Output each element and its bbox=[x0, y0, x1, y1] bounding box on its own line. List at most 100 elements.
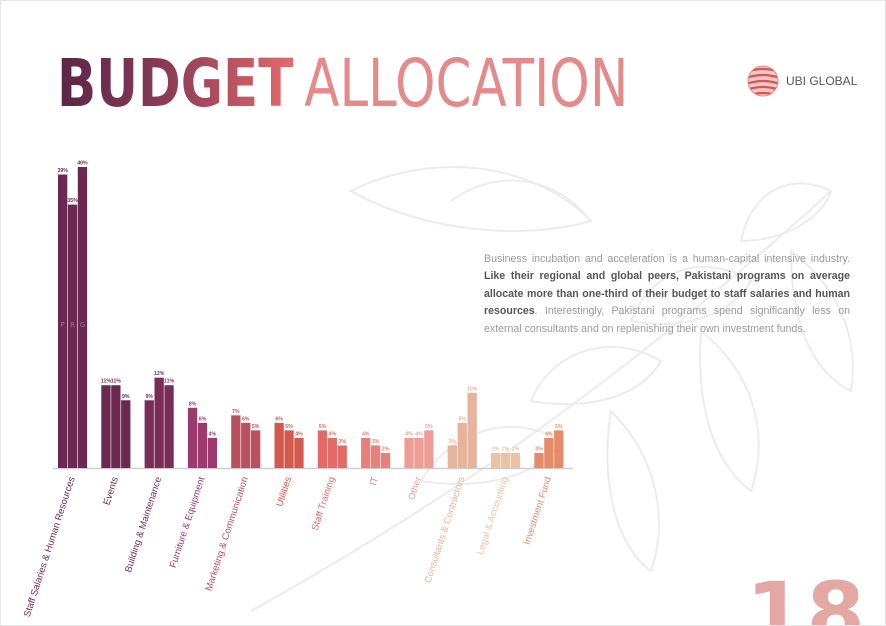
bar-7-global bbox=[337, 445, 347, 468]
description-part-3: . Interestingly, Pakistani programs spen… bbox=[484, 305, 850, 335]
bar-value-label: 2% bbox=[502, 446, 510, 452]
bar-value-label: 5% bbox=[252, 424, 260, 430]
bar-9-global bbox=[424, 430, 434, 468]
bar-watermark-label: R bbox=[113, 321, 118, 329]
title-light: ALLOCATION bbox=[304, 45, 629, 122]
bar-value-label: 11% bbox=[101, 379, 111, 385]
bar-watermark-label: R bbox=[330, 321, 335, 329]
bar-5-pakistan bbox=[231, 415, 241, 468]
bar-11-regional bbox=[500, 452, 511, 468]
globe-logo-icon bbox=[747, 65, 779, 97]
bar-watermark-label: G bbox=[123, 321, 128, 329]
bar-watermark-label: P bbox=[277, 321, 281, 329]
bar-value-label: 39% bbox=[57, 168, 68, 174]
title-bold: BUDGET bbox=[57, 45, 294, 122]
description-bold: Like their regional and global peers, Pa… bbox=[484, 270, 850, 318]
bar-value-label: 6% bbox=[275, 416, 283, 422]
bar-9-pakistan bbox=[404, 437, 414, 468]
bar-8-pakistan bbox=[361, 437, 371, 468]
bar-value-label: 6% bbox=[199, 416, 207, 422]
bar-watermark-label: P bbox=[104, 321, 108, 329]
bar-value-label: 4% bbox=[362, 431, 370, 437]
bar-value-label: 8% bbox=[189, 401, 197, 407]
bar-5-regional bbox=[241, 422, 251, 468]
bar-value-label: 5% bbox=[319, 424, 327, 430]
bar-3-pakistan bbox=[144, 400, 154, 468]
category-label: Furniture & Equipment bbox=[168, 475, 208, 569]
bar-value-label: 4% bbox=[329, 431, 337, 437]
bar-7-regional bbox=[327, 437, 337, 468]
logo: UBI GLOBAL bbox=[746, 64, 857, 98]
bar-value-label: 2% bbox=[492, 446, 500, 452]
bar-watermark-label: R bbox=[70, 321, 75, 329]
category-label: IT bbox=[368, 475, 381, 487]
bar-value-label: 9% bbox=[146, 394, 154, 400]
bar-7-pakistan bbox=[317, 430, 328, 468]
page-number: 18 bbox=[746, 564, 867, 626]
bar-2-pakistan bbox=[101, 385, 111, 468]
bar-watermark-label: R bbox=[417, 321, 422, 329]
bar-6-pakistan bbox=[274, 422, 284, 468]
bar-value-label: 3% bbox=[535, 446, 543, 452]
bar-8-regional bbox=[371, 445, 381, 468]
category-label: Consultants & Contractors bbox=[423, 475, 468, 584]
bar-value-label: 3% bbox=[449, 439, 457, 445]
category-label: Marketing & Communication bbox=[204, 476, 251, 593]
description-paragraph: Business incubation and acceleration is … bbox=[484, 251, 850, 338]
bar-value-label: 2% bbox=[512, 446, 520, 452]
bar-value-label: 4% bbox=[415, 431, 423, 437]
category-label: Staff Training bbox=[310, 476, 338, 532]
bar-10-pakistan bbox=[447, 445, 457, 468]
bar-3-regional bbox=[154, 377, 164, 468]
bar-watermark-label: G bbox=[296, 321, 301, 329]
bar-watermark-label: R bbox=[460, 321, 465, 329]
bar-watermark-label: R bbox=[243, 321, 248, 329]
bar-value-label: 9% bbox=[122, 394, 130, 400]
bar-value-label: 5% bbox=[285, 424, 293, 430]
bar-1-regional bbox=[67, 204, 78, 468]
bar-watermark-label: R bbox=[287, 321, 292, 329]
bar-watermark-label: P bbox=[147, 321, 151, 329]
description-part-1: Business incubation and acceleration is … bbox=[484, 253, 850, 265]
bar-12-global bbox=[554, 430, 564, 468]
bar-value-label: 10% bbox=[467, 386, 478, 392]
bar-1-pakistan bbox=[58, 174, 68, 468]
bar-11-pakistan bbox=[491, 452, 501, 468]
bar-watermark-label: P bbox=[364, 321, 368, 329]
category-label: Building & Maintenance bbox=[123, 476, 164, 574]
bar-2-global bbox=[121, 400, 131, 468]
bar-watermark-label: P bbox=[190, 321, 194, 329]
bar-4-regional bbox=[197, 422, 208, 468]
category-label: Other bbox=[406, 476, 424, 502]
bar-watermark-label: G bbox=[210, 321, 215, 329]
bar-watermark-label: P bbox=[407, 321, 411, 329]
bar-4-global bbox=[207, 437, 217, 468]
bar-8-global bbox=[380, 452, 391, 468]
bar-value-label: 3% bbox=[339, 439, 347, 445]
bar-6-global bbox=[294, 437, 304, 468]
bar-6-regional bbox=[284, 430, 294, 468]
bar-value-label: 6% bbox=[459, 416, 467, 422]
bar-value-label: 5% bbox=[425, 424, 433, 430]
bar-value-label: 11% bbox=[164, 379, 174, 385]
bar-value-label: 12% bbox=[154, 371, 165, 377]
bar-value-label: 7% bbox=[232, 409, 240, 415]
category-label: Investment Fund bbox=[522, 476, 554, 547]
bar-watermark-label: G bbox=[80, 321, 85, 329]
bar-10-global bbox=[467, 392, 477, 468]
bar-value-label: 4% bbox=[209, 431, 217, 437]
page-title: BUDGET ALLOCATION bbox=[57, 51, 628, 117]
bar-value-label: 2% bbox=[382, 446, 390, 452]
category-label: Events bbox=[102, 475, 122, 506]
bar-watermark-label: R bbox=[200, 321, 205, 329]
category-label: Staff Salaries & Human Resources bbox=[22, 475, 78, 618]
bar-3-global bbox=[164, 385, 174, 468]
bar-watermark-label: G bbox=[253, 321, 258, 329]
logo-name: UBI GLOBAL bbox=[786, 74, 858, 88]
bar-watermark-label: P bbox=[234, 321, 238, 329]
bar-12-regional bbox=[544, 437, 554, 468]
bar-9-regional bbox=[414, 437, 424, 468]
bar-value-label: 4% bbox=[405, 431, 413, 437]
